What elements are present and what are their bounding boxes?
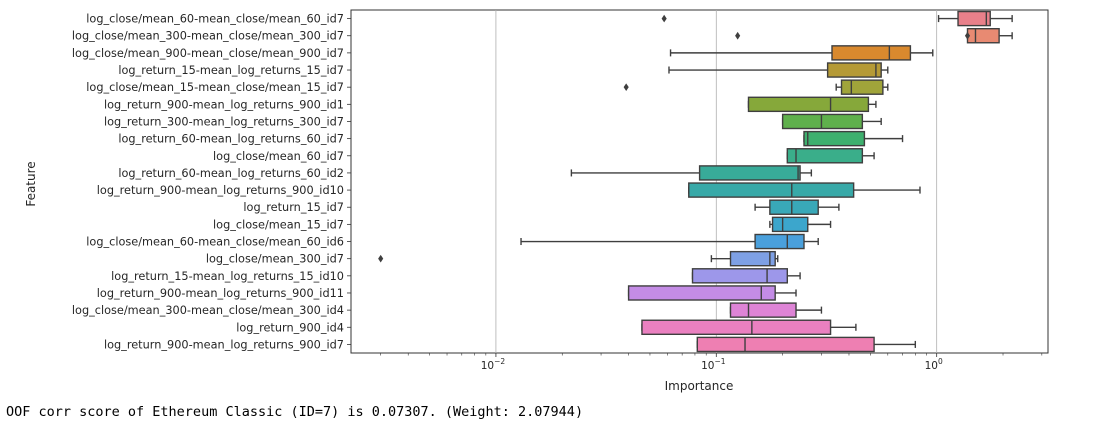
x-tick-labels: 10−2 10−1 100 bbox=[380, 353, 1043, 372]
y-tick-label: log_close/mean_60-mean_close/mean_60_id7 bbox=[86, 13, 344, 26]
box-8 bbox=[803, 130, 904, 147]
box-20 bbox=[696, 336, 917, 353]
box-2 bbox=[735, 27, 1013, 44]
box-17 bbox=[627, 285, 797, 301]
box-16 bbox=[691, 268, 801, 284]
box-5 bbox=[623, 79, 889, 95]
y-tick-label: log_return_900-mean_log_returns_900_id1 bbox=[104, 98, 344, 111]
iqr-box bbox=[966, 27, 1000, 44]
y-tick-label: log_return_15_id7 bbox=[243, 201, 344, 214]
box-3 bbox=[669, 45, 934, 61]
x-tick-base: 10 bbox=[925, 360, 938, 372]
y-axis-label: Feature bbox=[24, 161, 38, 206]
iqr-box bbox=[769, 199, 819, 215]
y-tick-label: log_return_900-mean_log_returns_900_id10 bbox=[97, 184, 344, 197]
box-12 bbox=[754, 199, 840, 215]
y-tick-label: log_return_60-mean_log_returns_60_id7 bbox=[118, 133, 344, 146]
outlier-marker bbox=[735, 31, 741, 40]
box-series bbox=[378, 10, 1013, 353]
box-13 bbox=[769, 216, 832, 233]
y-tick-label: log_return_900-mean_log_returns_900_id7 bbox=[104, 338, 344, 351]
x-tick-label: 10−2 bbox=[481, 357, 506, 372]
outlier-marker bbox=[661, 14, 667, 23]
iqr-box bbox=[771, 216, 809, 233]
y-tick-label: log_return_15-mean_log_returns_15_id10 bbox=[111, 270, 344, 283]
y-tick-label: log_close/mean_15-mean_close/mean_15_id7 bbox=[86, 81, 344, 94]
iqr-box bbox=[696, 336, 875, 353]
box-6 bbox=[747, 96, 877, 113]
outlier-marker bbox=[964, 31, 971, 40]
iqr-box bbox=[754, 233, 805, 250]
iqr-box bbox=[803, 130, 866, 147]
outlier-marker bbox=[623, 83, 629, 92]
iqr-box bbox=[826, 62, 882, 78]
iqr-box bbox=[698, 165, 801, 181]
box-7 bbox=[781, 113, 882, 130]
y-tick-label: log_close/mean_15_id7 bbox=[213, 218, 344, 231]
oof-score-caption: OOF corr score of Ethereum Classic (ID=7… bbox=[6, 404, 584, 420]
y-tick-labels: log_close/mean_60-mean_close/mean_60_id7… bbox=[72, 13, 351, 351]
iqr-box bbox=[786, 148, 864, 164]
y-tick-label: log_return_15-mean_log_returns_15_id7 bbox=[118, 64, 344, 77]
iqr-box bbox=[641, 319, 832, 336]
box-11 bbox=[688, 182, 921, 198]
iqr-box bbox=[691, 268, 789, 284]
box-18 bbox=[729, 302, 823, 318]
y-tick-label: log_return_300-mean_log_returns_300_id7 bbox=[104, 115, 344, 128]
x-tick-label: 10−1 bbox=[701, 357, 726, 372]
x-tick-exponent: −2 bbox=[494, 357, 505, 366]
box-15 bbox=[378, 250, 779, 267]
boxplot-chart: log_close/mean_60-mean_close/mean_60_id7… bbox=[24, 9, 1049, 393]
y-tick-label: log_close/mean_900-mean_close/mean_900_i… bbox=[72, 47, 344, 60]
x-tick-base: 10 bbox=[481, 360, 494, 372]
plot-area bbox=[350, 9, 1049, 354]
iqr-box bbox=[781, 113, 864, 130]
box-4 bbox=[668, 62, 889, 78]
x-tick-base: 10 bbox=[701, 360, 714, 372]
y-tick-label: log_return_900-mean_log_returns_900_id11 bbox=[97, 287, 344, 300]
box-14 bbox=[520, 233, 819, 250]
box-10 bbox=[570, 165, 813, 181]
x-tick-label: 100 bbox=[925, 357, 943, 372]
box-1 bbox=[661, 10, 1013, 27]
iqr-box bbox=[627, 285, 776, 301]
y-tick-label: log_close/mean_300-mean_close/mean_300_i… bbox=[72, 30, 344, 43]
y-tick-label: log_close/mean_300_id7 bbox=[206, 253, 344, 266]
iqr-box bbox=[747, 96, 870, 113]
y-tick-label: log_close/mean_60-mean_close/mean_60_id6 bbox=[86, 236, 344, 249]
iqr-box bbox=[957, 10, 991, 27]
iqr-box bbox=[729, 302, 797, 318]
x-axis-label: Importance bbox=[665, 379, 734, 393]
box-19 bbox=[641, 319, 857, 336]
y-tick-label: log_close/mean_60_id7 bbox=[213, 150, 344, 163]
iqr-box bbox=[840, 79, 884, 95]
y-tick-label: log_return_900_id4 bbox=[236, 321, 344, 334]
iqr-box bbox=[688, 182, 855, 198]
y-tick-label: log_close/mean_300-mean_close/mean_300_i… bbox=[72, 304, 344, 317]
outlier-marker bbox=[378, 254, 384, 263]
x-tick-exponent: −1 bbox=[714, 357, 725, 366]
x-tick-exponent: 0 bbox=[938, 357, 943, 366]
iqr-box bbox=[831, 45, 912, 61]
y-tick-label: log_return_60-mean_log_returns_60_id2 bbox=[118, 167, 344, 180]
iqr-box bbox=[729, 250, 776, 267]
box-9 bbox=[786, 148, 875, 164]
